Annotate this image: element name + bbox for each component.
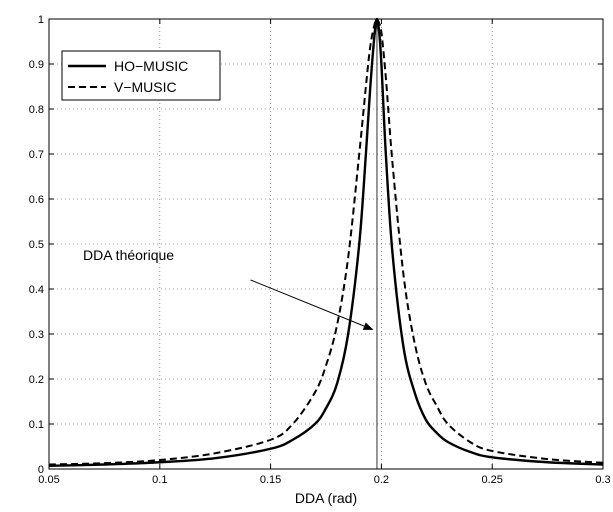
legend: HO−MUSIC V−MUSIC xyxy=(62,51,220,100)
y-tick-label: 0.5 xyxy=(29,239,44,251)
annotation-text: DDA théorique xyxy=(83,247,174,263)
y-tick-label: 0.4 xyxy=(29,284,44,296)
x-axis-label: DDA (rad) xyxy=(295,490,357,506)
y-tick-label: 0.1 xyxy=(29,419,44,431)
y-tick-label: 0.8 xyxy=(29,104,44,116)
y-tick-label: 0.9 xyxy=(29,59,44,71)
y-tick-label: 0.7 xyxy=(29,149,44,161)
y-tick-label: 1 xyxy=(38,14,44,26)
x-tick-label: 0.3 xyxy=(595,474,610,486)
x-tick-label: 0.2 xyxy=(374,474,389,486)
y-tick-label: 0.6 xyxy=(29,194,44,206)
legend-label: V−MUSIC xyxy=(114,79,177,95)
legend-label: HO−MUSIC xyxy=(114,58,188,74)
y-tick-label: 0.3 xyxy=(29,329,44,341)
x-tick-label: 0.25 xyxy=(481,474,502,486)
x-tick-label: 0.15 xyxy=(260,474,281,486)
x-tick-label: 0.1 xyxy=(152,474,167,486)
y-tick-label: 0 xyxy=(38,464,44,476)
y-tick-label: 0.2 xyxy=(29,374,44,386)
